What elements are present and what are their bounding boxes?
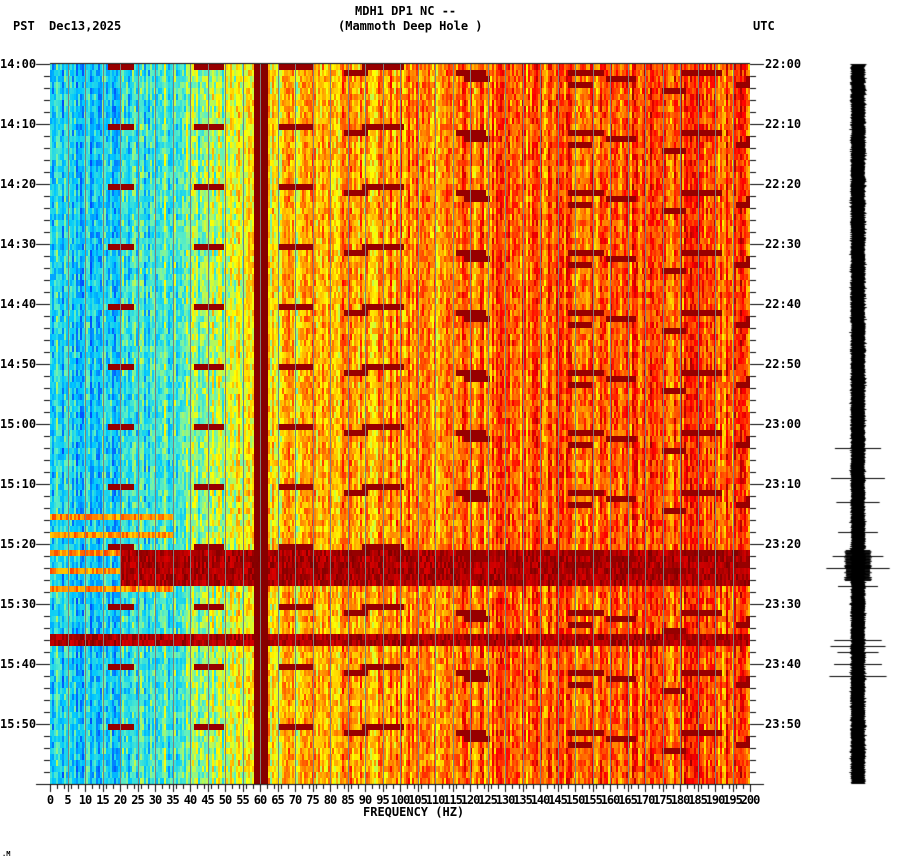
x-tick: 130 <box>495 793 516 807</box>
x-tick: 115 <box>443 793 463 807</box>
y-tick-right: 23:10 <box>765 477 802 491</box>
y-tick-left: 14:10 <box>0 117 37 131</box>
x-tick: 160 <box>600 793 621 807</box>
x-tick: 70 <box>288 793 302 807</box>
x-tick: 50 <box>218 793 232 807</box>
y-tick-right: 22:30 <box>765 237 802 251</box>
x-tick: 155 <box>583 793 603 807</box>
x-tick: 55 <box>236 793 249 807</box>
y-tick-left: 15:50 <box>0 717 37 731</box>
x-tick: 175 <box>653 793 673 807</box>
x-tick: 25 <box>131 793 144 807</box>
y-tick-right: 22:10 <box>765 117 802 131</box>
x-tick: 190 <box>705 793 726 807</box>
x-tick: 95 <box>376 793 389 807</box>
x-tick: 120 <box>460 793 481 807</box>
y-tick-left: 15:20 <box>0 537 37 551</box>
y-tick-right: 23:20 <box>765 537 802 551</box>
x-axis-title: FREQUENCY (HZ) <box>363 805 465 819</box>
x-tick: 195 <box>723 793 743 807</box>
x-tick: 200 <box>740 793 761 807</box>
x-tick: 170 <box>635 793 656 807</box>
y-tick-left: 15:30 <box>0 597 37 611</box>
x-tick: 90 <box>358 793 372 807</box>
y-tick-right: 22:40 <box>765 297 802 311</box>
y-tick-left: 15:00 <box>0 417 37 431</box>
seismogram-trace <box>800 60 900 790</box>
x-tick: 150 <box>565 793 586 807</box>
x-tick: 140 <box>530 793 551 807</box>
x-tick: 80 <box>323 793 337 807</box>
x-tick: 125 <box>478 793 498 807</box>
y-tick-left: 15:40 <box>0 657 37 671</box>
y-tick-right: 23:00 <box>765 417 802 431</box>
y-tick-left: 14:00 <box>0 57 37 71</box>
x-tick: 65 <box>271 793 284 807</box>
x-tick: 75 <box>306 793 319 807</box>
footer-mark: .M <box>2 850 11 858</box>
y-tick-right: 23:40 <box>765 657 802 671</box>
x-tick: 135 <box>513 793 533 807</box>
x-tick: 20 <box>113 793 127 807</box>
x-tick: 30 <box>148 793 162 807</box>
x-tick: 35 <box>166 793 179 807</box>
y-tick-left: 14:50 <box>0 357 37 371</box>
y-tick-left: 14:40 <box>0 297 37 311</box>
x-tick: 85 <box>341 793 354 807</box>
y-tick-right: 22:50 <box>765 357 802 371</box>
x-tick: 45 <box>201 793 214 807</box>
x-tick: 0 <box>46 793 54 807</box>
y-tick-right: 22:20 <box>765 177 802 191</box>
x-tick: 110 <box>425 793 446 807</box>
x-tick: 15 <box>96 793 109 807</box>
x-tick: 5 <box>64 793 71 807</box>
y-tick-left: 15:10 <box>0 477 37 491</box>
x-tick: 105 <box>408 793 428 807</box>
y-tick-right: 23:50 <box>765 717 802 731</box>
x-tick: 40 <box>183 793 197 807</box>
y-tick-left: 14:30 <box>0 237 37 251</box>
y-tick-right: 23:30 <box>765 597 802 611</box>
x-tick: 10 <box>78 793 92 807</box>
x-tick: 60 <box>253 793 267 807</box>
x-tick: 100 <box>390 793 411 807</box>
x-tick: 185 <box>688 793 708 807</box>
y-tick-left: 14:20 <box>0 177 37 191</box>
x-tick: 165 <box>618 793 638 807</box>
x-tick: 145 <box>548 793 568 807</box>
y-tick-right: 22:00 <box>765 57 802 71</box>
x-tick: 180 <box>670 793 691 807</box>
